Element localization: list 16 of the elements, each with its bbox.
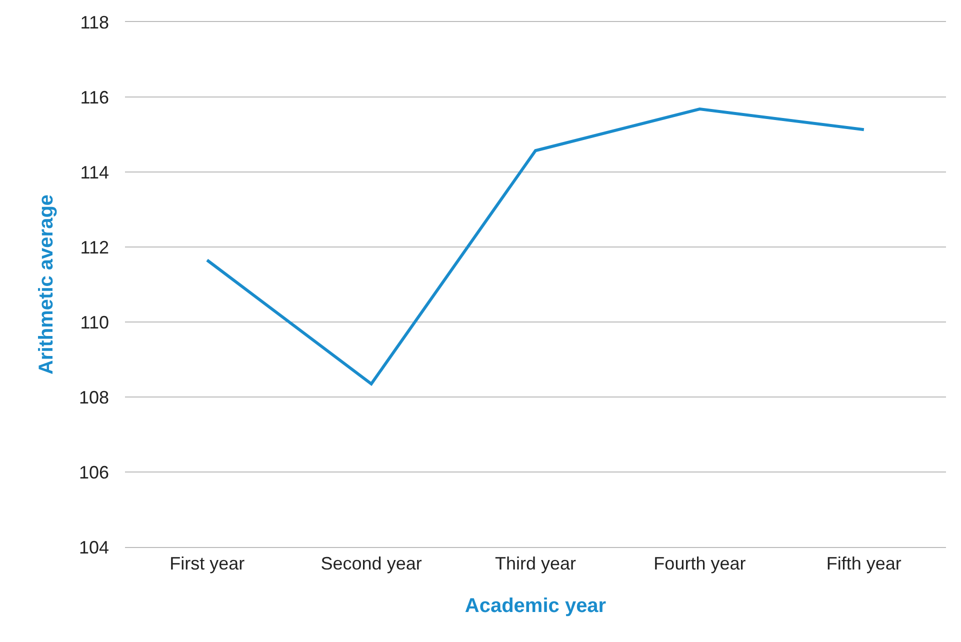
y-tick-label: 116: [80, 87, 109, 108]
x-axis-title: Academic year: [464, 595, 606, 618]
x-tick-label: First year: [170, 554, 245, 574]
y-tick-label: 114: [80, 162, 109, 182]
line-series: [206, 108, 866, 386]
y-tick-label: 104: [78, 537, 109, 558]
y-tick-label: 106: [78, 462, 109, 482]
y-tick-label: 118: [80, 12, 109, 32]
x-tick-label: Fifth year: [826, 554, 902, 574]
y-tick-label: 108: [78, 387, 109, 408]
y-tick-label: 112: [80, 237, 109, 258]
x-tick-label: Third year: [494, 554, 576, 574]
x-tick-label: Second year: [320, 554, 422, 574]
x-tick-label: Fourth year: [654, 554, 746, 574]
y-tick-label: 110: [80, 312, 109, 332]
y-axis-title: Arithmetic average: [35, 194, 58, 375]
